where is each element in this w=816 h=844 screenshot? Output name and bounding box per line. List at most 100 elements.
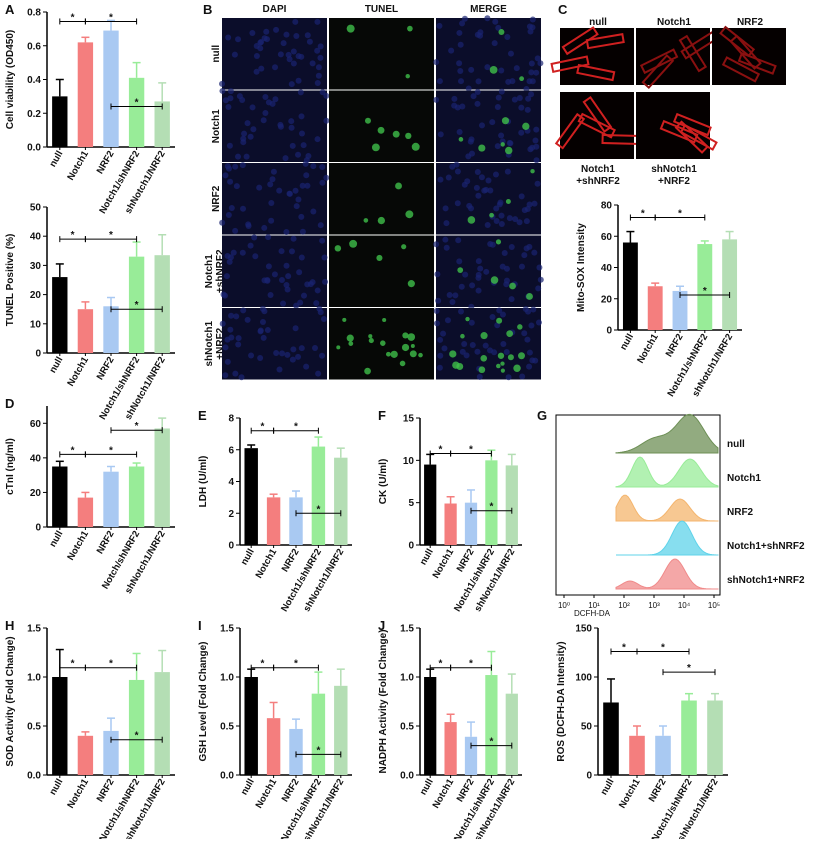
x-tick-label: null <box>239 547 257 567</box>
tunel-spot <box>496 317 503 324</box>
nucleus <box>469 341 476 348</box>
nucleus <box>309 60 316 67</box>
panel-label: F <box>378 408 386 423</box>
bar <box>52 277 68 353</box>
bar <box>485 675 498 775</box>
histogram-label: Notch1 <box>727 473 761 484</box>
tunel-spot <box>501 117 510 125</box>
tunel-spot <box>376 254 383 261</box>
panel-label: A <box>5 2 15 17</box>
nucleus <box>284 351 291 358</box>
y-tick-label: 40 <box>30 453 42 464</box>
y-tick-label: 0 <box>408 541 414 552</box>
y-tick-label: 80 <box>601 201 613 212</box>
nucleus <box>256 184 263 191</box>
nucleus <box>253 53 260 60</box>
nucleus <box>475 78 482 85</box>
nucleus <box>295 77 302 84</box>
bar <box>128 466 145 527</box>
nucleus <box>525 308 532 315</box>
nucleus <box>503 281 510 288</box>
nucleus <box>277 121 284 128</box>
y-axis-title: ROS (DCFH-DA Intensity) <box>556 641 567 761</box>
significance-label: * <box>71 12 75 23</box>
column-label: DAPI <box>263 4 287 15</box>
tunel-spot <box>489 212 494 218</box>
nucleus <box>292 18 299 25</box>
panel-label: H <box>5 618 14 633</box>
nucleus <box>243 153 250 160</box>
nucleus <box>523 85 530 92</box>
nucleus <box>228 204 235 211</box>
nucleus <box>295 151 302 158</box>
significance-label: * <box>438 445 442 456</box>
nucleus <box>484 15 491 22</box>
nucleus <box>433 96 440 103</box>
nucleus <box>482 186 489 193</box>
nucleus <box>456 258 463 265</box>
histogram-curve <box>615 558 719 590</box>
bar <box>289 497 303 545</box>
nucleus <box>251 234 258 241</box>
nucleus <box>289 142 296 149</box>
nucleus <box>273 26 280 33</box>
significance-label: * <box>469 659 473 670</box>
nucleus <box>297 89 304 96</box>
y-tick-label: 1.0 <box>220 673 234 684</box>
bar <box>505 465 518 545</box>
nucleus <box>286 190 293 197</box>
nucleus <box>252 253 259 260</box>
significance-label: * <box>622 643 626 654</box>
histogram-curve <box>615 494 719 522</box>
nucleus <box>437 336 444 343</box>
tunel-spot <box>513 364 521 372</box>
tunel-spot <box>522 122 530 130</box>
nucleus <box>433 307 440 314</box>
panel-label: I <box>198 618 202 633</box>
nucleus <box>276 366 283 373</box>
nucleus <box>253 68 260 75</box>
nucleus <box>528 60 535 67</box>
nucleus <box>454 168 461 175</box>
tunel-spot <box>382 317 387 323</box>
row-label: shNotch1+NRF2 <box>204 321 226 367</box>
nucleus <box>508 296 515 303</box>
nucleus <box>487 241 494 248</box>
nucleus <box>263 28 270 35</box>
nucleus <box>505 374 512 381</box>
nucleus <box>499 311 506 318</box>
significance-label: * <box>294 659 298 670</box>
tunel-spot <box>496 363 501 369</box>
nucleus <box>302 160 309 167</box>
nucleus <box>309 279 316 286</box>
nucleus <box>317 43 324 50</box>
nucleus <box>315 72 322 79</box>
nucleus <box>290 346 297 353</box>
x-axis-title: DCFH-DA <box>574 609 611 618</box>
nucleus <box>495 94 502 101</box>
nucleus <box>298 213 305 220</box>
panel-label: B <box>203 2 212 17</box>
tunel-spot <box>504 146 513 155</box>
nucleus <box>265 234 272 241</box>
y-axis-title: TUNEL Positive (%) <box>5 234 16 327</box>
y-tick-label: 20 <box>30 290 42 301</box>
cardiomyocyte <box>550 55 590 73</box>
panel-label: G <box>537 408 547 423</box>
bar <box>697 244 713 330</box>
nucleus <box>264 327 271 334</box>
nucleus <box>458 308 465 315</box>
micrograph <box>329 235 434 307</box>
nucleus <box>529 357 536 364</box>
nucleus <box>222 172 229 179</box>
nucleus <box>526 363 533 370</box>
nucleus <box>521 330 528 337</box>
nucleus <box>261 224 268 231</box>
y-tick-label: 0.0 <box>27 771 41 782</box>
nucleus <box>260 117 267 124</box>
nucleus <box>303 172 310 179</box>
nucleus <box>322 278 329 285</box>
micrograph <box>436 308 541 380</box>
nucleus <box>525 95 532 102</box>
nucleus <box>483 268 490 275</box>
